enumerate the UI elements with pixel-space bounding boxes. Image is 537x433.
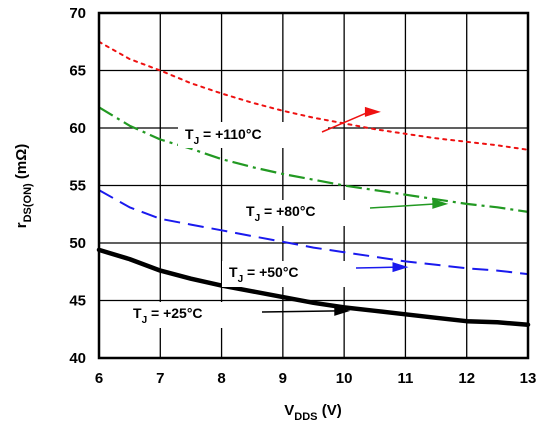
x-tick-label: 11 [397,370,413,387]
x-tick-label: 9 [279,370,287,387]
series-label-bg-1 [238,200,376,226]
series-arrow-head-1 [432,198,449,209]
x-tick-label: 10 [336,370,353,387]
y-tick-label: 55 [69,178,86,195]
series-line-3 [96,247,531,327]
series-arrow-line-2 [355,266,397,269]
series-arrow-line-0 [321,111,370,133]
y-tick-label: 50 [69,235,86,252]
series-label-bg-0 [178,122,328,148]
plot-frame [97,11,530,360]
x-tick-label: 6 [95,370,103,387]
x-tick-label: 12 [458,370,475,387]
series-label-2: TJ = +50°C [229,264,299,285]
series-arrow-line-3 [261,310,339,313]
series-line-2 [98,189,529,276]
series-label-0: TJ = +110°C [185,126,262,147]
y-tick-label: 60 [69,120,86,137]
y-tick-label: 65 [69,63,86,80]
y-tick-label: 40 [69,350,86,367]
y-axis-label: rDS(ON) (mΩ) [13,144,34,228]
series-line-1 [98,106,529,213]
x-tick-label: 7 [156,370,164,387]
series-label-3: TJ = +25°C [133,305,203,326]
series-arrow-head-3 [334,305,351,316]
series-arrow-line-1 [369,203,437,209]
series-arrow-head-0 [364,106,381,117]
x-axis-label: VDDS (V) [284,402,341,423]
y-tick-label: 70 [69,5,86,22]
x-tick-label: 13 [520,370,537,387]
x-tick-label: 8 [217,370,225,387]
y-tick-label: 45 [69,293,86,310]
series-arrow-head-2 [392,262,409,273]
series-label-bg-2 [222,261,360,287]
series-label-1: TJ = +80°C [246,203,316,224]
series-label-bg-3 [126,302,262,328]
grid-lines [99,13,528,358]
